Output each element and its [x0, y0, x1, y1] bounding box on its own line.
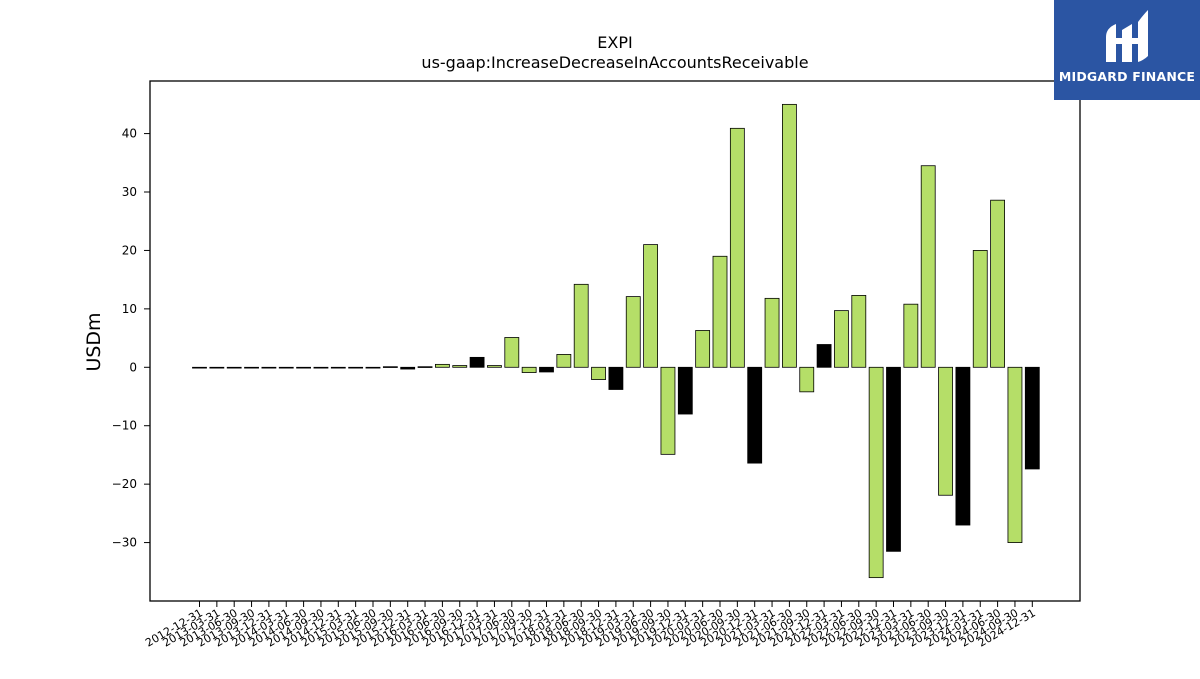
bar-2017-09-30: [521, 366, 537, 373]
bar-2016-06-30: [434, 363, 450, 368]
bar-2023-09-30: [938, 366, 953, 496]
bar-2014-03-31: [278, 366, 294, 369]
bar-2015-03-31: [348, 366, 364, 369]
bar-2021-03-31: [764, 297, 780, 368]
brand-logo: MIDGARD FINANCE: [1054, 0, 1200, 100]
bar-2021-12-31: [816, 344, 832, 368]
y-axis: −30 −20 −10 0 10 20 30 40: [112, 127, 150, 550]
bar-2021-06-30: [782, 103, 797, 368]
bar-2014-06-30: [296, 366, 312, 369]
bar-2013-06-30: [226, 366, 242, 369]
y-tick-label: 0: [129, 360, 137, 374]
bar-2012-12-31: [192, 366, 207, 369]
y-tick-label: 40: [122, 127, 137, 141]
bar-2020-06-30: [712, 255, 728, 368]
bar-2013-12-31: [261, 366, 277, 369]
bar-2024-06-30: [990, 199, 1005, 368]
y-tick-label: 30: [122, 185, 137, 199]
chart-title: EXPI: [597, 33, 632, 52]
bar-2014-12-31: [330, 366, 346, 369]
bar-2022-06-30: [851, 295, 867, 368]
bar-2019-12-31: [677, 366, 693, 415]
bar-2024-09-30: [1007, 366, 1023, 543]
bar-2016-09-30: [452, 365, 468, 368]
bar-2013-09-30: [244, 366, 259, 369]
bar-2013-03-31: [209, 366, 225, 369]
bar-2023-03-31: [903, 303, 919, 368]
bar-2020-09-30: [729, 127, 745, 368]
bar-2018-12-31: [608, 366, 624, 390]
y-axis-label: USDm: [83, 312, 105, 371]
bar-2022-12-31: [886, 366, 901, 552]
bar-2020-12-31: [747, 366, 763, 464]
bar-2015-12-31: [400, 366, 416, 370]
bar-2018-03-31: [556, 354, 572, 368]
bar-2015-06-30: [365, 366, 381, 369]
midgard-logo-icon: [1106, 10, 1148, 62]
bar-2015-09-30: [382, 366, 398, 368]
bar-2017-12-31: [539, 366, 554, 373]
bar-2019-06-30: [643, 244, 658, 368]
bar-2014-09-30: [313, 366, 329, 369]
bar-2023-12-31: [955, 366, 971, 526]
bar-2017-06-30: [504, 337, 520, 368]
bar-2024-12-31: [1024, 366, 1040, 470]
bar-2019-03-31: [625, 296, 641, 368]
bar-2021-09-30: [799, 366, 815, 393]
bar-2018-09-30: [591, 366, 606, 380]
y-tick-label: 10: [122, 302, 137, 316]
bar-2024-03-31: [972, 250, 988, 368]
plot-frame: [149, 80, 1081, 602]
bar-2017-03-31: [487, 365, 502, 368]
bar-2022-09-30: [868, 366, 884, 579]
bar-2020-03-31: [695, 330, 711, 368]
logo-text: MIDGARD FINANCE: [1058, 69, 1196, 84]
y-tick-label: 20: [122, 243, 137, 257]
bar-2018-06-30: [573, 283, 589, 368]
y-tick-label: −30: [112, 536, 137, 550]
y-tick-label: −20: [112, 477, 137, 491]
bar-2016-03-31: [417, 366, 433, 368]
chart-subtitle: us-gaap:IncreaseDecreaseInAccountsReceiv…: [421, 53, 808, 72]
y-tick-label: −10: [112, 419, 137, 433]
bar-2023-06-30: [920, 165, 936, 368]
bar-2022-03-31: [834, 310, 849, 368]
bar-2016-12-31: [469, 356, 485, 368]
x-axis: 2012-12-312013-03-312013-06-302013-09-30…: [143, 601, 1038, 650]
bar-2019-09-30: [660, 366, 676, 455]
bars-layer: [192, 103, 1040, 579]
